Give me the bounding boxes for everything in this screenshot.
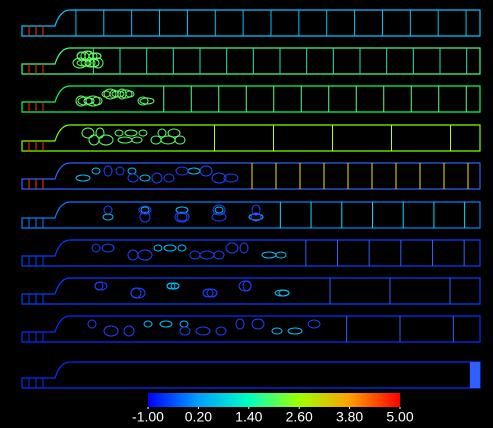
colorbar-tick-label: 0.20 [185,409,212,425]
colorbar-tick-label: 5.00 [386,409,413,425]
colorbar-tick-label: 2.60 [286,409,313,425]
colorbar-tick-label: 3.80 [336,409,363,425]
colorbar-tick-label: -1.00 [132,409,164,425]
colorbar [148,393,400,407]
background [0,0,493,428]
colorbar-tick-label: 1.40 [235,409,262,425]
chart: -1.00 0.20 1.40 2.60 3.80 5.00 [0,0,493,428]
